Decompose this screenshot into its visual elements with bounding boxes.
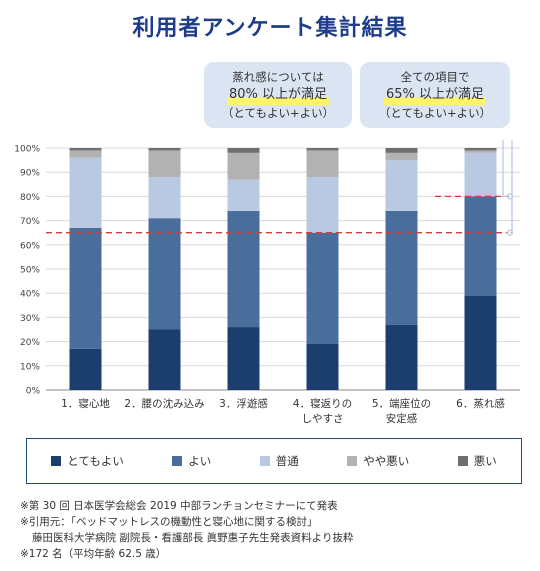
bar-segment: [69, 150, 102, 158]
stacked-bar-chart: 0% 10% 20% 30% 40% 50% 60% 70% 80% 90% 100% 1．寝心地 2．…: [14, 140, 520, 425]
legend-item: 普通: [259, 453, 299, 469]
connector-line: [502, 140, 510, 197]
legend-label: やや悪い: [363, 454, 410, 468]
bar-segment: [464, 152, 497, 197]
bar-segment: [306, 150, 339, 178]
legend-label: 普通: [275, 454, 299, 468]
note-line: ※引用元：「ベッドマットレスの機動性と寝心地に関する検討」: [20, 516, 318, 528]
bar-segment: [148, 218, 181, 330]
y-tick-label: 10%: [20, 362, 40, 372]
legend-label: 悪い: [473, 454, 497, 468]
x-tick-label: 4．寝返りの: [293, 397, 352, 410]
bar-segment: [227, 152, 260, 180]
bar-segment: [464, 196, 497, 296]
footnotes: ※第 30 回 日本医学会総会 2019 中部ランチョンセミナーにて発表 ※引用…: [20, 498, 353, 562]
page-title: 利用者アンケート集計結果: [132, 16, 408, 41]
bar-segment: [69, 157, 102, 228]
bar-segment: [464, 148, 497, 151]
bar-segment: [464, 150, 497, 153]
legend-swatch: [259, 456, 270, 466]
x-tick-label: 2．腰の沈み込み: [124, 397, 204, 410]
bar-segment: [69, 348, 102, 390]
bar-segment: [385, 324, 418, 390]
note-line: ※172 名（平均年齢 62.5 歳）: [20, 548, 167, 560]
bar-segment: [385, 210, 418, 325]
bar-segment: [385, 160, 418, 211]
x-tick-label: しやすさ: [302, 413, 344, 425]
callout-line3: （とてもよい+よい）: [378, 106, 492, 120]
y-tick-label: 60%: [20, 241, 40, 251]
y-tick-label: 30%: [20, 314, 40, 324]
note-line: ※第 30 回 日本医学会総会 2019 中部ランチョンセミナーにて発表: [20, 500, 338, 512]
bar-segment: [148, 329, 181, 390]
callout-highlight: 80% 以上が満足: [226, 85, 330, 105]
bar-segment: [306, 344, 339, 390]
y-tick-label: 90%: [20, 169, 40, 179]
legend-swatch: [172, 456, 183, 466]
bar-segment: [385, 148, 418, 153]
y-tick-label: 70%: [20, 217, 40, 227]
y-tick-label: 20%: [20, 338, 40, 348]
connector-line: [510, 140, 513, 234]
legend-swatch: [457, 456, 468, 466]
bar-segment: [227, 179, 260, 211]
x-tick-label: 5．端座位の: [372, 397, 431, 410]
legend-swatch: [347, 456, 358, 466]
y-tick-label: 80%: [20, 193, 40, 203]
bar-segment: [385, 152, 418, 161]
bar-segment: [306, 177, 339, 233]
chart-legend: とてもよい よい 普通 やや悪い 悪い: [26, 438, 522, 484]
x-tick-label: 3．浮遊感: [219, 397, 268, 410]
y-tick-label: 50%: [20, 266, 40, 276]
bar-segment: [464, 295, 497, 390]
bar-segment: [227, 210, 260, 328]
callout-line1: 蒸れ感については: [232, 70, 324, 84]
bar-segment: [69, 227, 102, 349]
bar-segment: [306, 232, 339, 345]
bar-segment: [148, 148, 181, 151]
y-tick-label: 0%: [26, 387, 41, 397]
bar-segment: [306, 148, 339, 151]
bar-segment: [148, 177, 181, 219]
x-tick-label: 安定感: [386, 412, 418, 425]
y-tick-label: 100%: [14, 145, 40, 155]
x-tick-label: 1．寝心地: [61, 397, 110, 410]
callout-humidity: 蒸れ感については 80% 以上が満足 （とてもよい+よい）: [204, 62, 352, 128]
callout-all-items: 全ての項目で 65% 以上が満足 （とてもよい+よい）: [360, 62, 510, 128]
bar-segment: [69, 148, 102, 151]
bar-segment: [227, 327, 260, 390]
legend-item: やや悪い: [347, 453, 409, 469]
note-line: 藤田医科大学病院 副院長・看護部長 眞野惠子先生発表資料より抜粋: [32, 532, 354, 544]
legend-swatch: [51, 456, 62, 466]
legend-label: とてもよい: [67, 454, 124, 468]
x-tick-label: 6．蒸れ感: [456, 397, 505, 410]
bar-segment: [148, 150, 181, 178]
legend-label: よい: [188, 454, 212, 468]
callout-highlight: 65% 以上が満足: [383, 85, 487, 105]
callout-line3: （とてもよい+よい）: [221, 106, 335, 120]
y-tick-label: 40%: [20, 290, 40, 300]
callout-line1: 全ての項目で: [400, 70, 470, 84]
legend-item: よい: [172, 453, 211, 469]
legend-item: 悪い: [457, 453, 497, 469]
legend-item: とてもよい: [51, 453, 124, 469]
bar-segment: [227, 148, 260, 153]
